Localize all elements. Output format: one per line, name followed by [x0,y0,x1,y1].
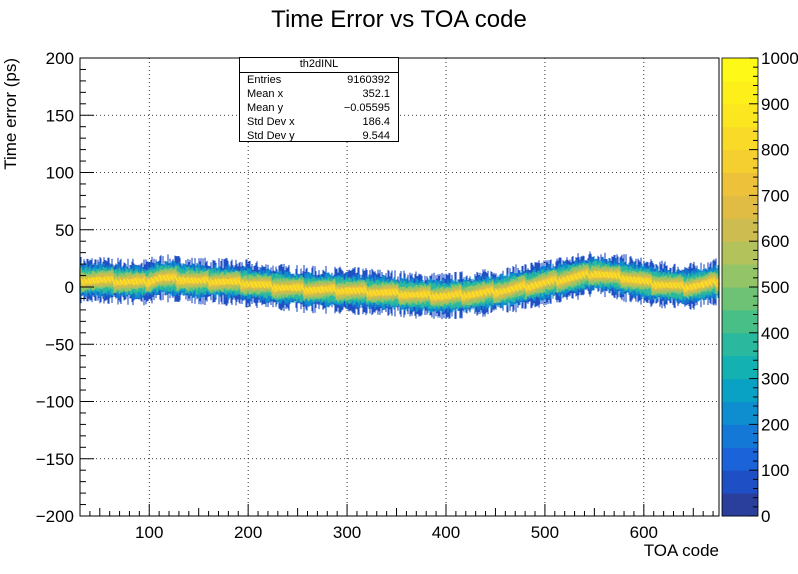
stats-value: −0.05595 [343,102,390,114]
color-scale-bin [722,287,758,311]
y-tick-label: 0 [65,278,74,297]
stats-box-name: th2dINL [240,58,398,73]
color-scale-bin [722,401,758,425]
z-tick-label: 400 [761,324,789,343]
z-tick-label: 700 [761,186,789,205]
stats-row-mean-y: Mean y −0.05595 [240,101,398,115]
x-tick-label: 100 [135,523,163,542]
color-scale-bin [722,493,758,517]
color-scale-bin [722,355,758,380]
y-tick-label: −200 [36,507,74,526]
z-tick-label: 200 [761,415,789,434]
y-tick-label: 200 [46,49,74,68]
stats-row-entries: Entries 9160392 [240,73,398,87]
stats-box: th2dINL Entries 9160392 Mean x 352.1 Mea… [239,57,399,142]
z-tick-label: 500 [761,278,789,297]
color-scale-bin [722,447,758,471]
color-scale-bin [722,424,758,448]
z-tick-label: 900 [761,95,789,114]
x-tick-label: 200 [234,523,262,542]
y-tick-label: −100 [36,393,74,412]
stats-value: 352.1 [362,88,390,100]
x-tick-label: 600 [630,523,658,542]
stats-label: Std Dev y [247,130,295,142]
y-tick-label: −50 [45,335,74,354]
color-scale-bin [722,309,758,334]
x-tick-label: 300 [333,523,361,542]
z-tick-label: 600 [761,232,789,251]
z-tick-label: 0 [761,507,770,526]
stats-label: Mean x [247,88,284,100]
color-scale-bin [722,80,758,105]
color-scale-bin [722,103,758,128]
color-scale-bin [722,264,758,288]
z-tick-label: 300 [761,370,789,389]
x-axis-label: TOA code [644,541,719,560]
y-tick-label: −150 [36,450,74,469]
color-scale-bin [722,378,758,402]
z-tick-label: 100 [761,461,789,480]
stats-label: Std Dev x [247,116,295,128]
y-tick-label: 150 [46,106,74,125]
heatmap-hot-strokes [79,270,721,300]
z-tick-label: 1000 [761,49,798,68]
stats-value: 186.4 [362,116,390,128]
chart-title: Time Error vs TOA code [271,6,527,33]
color-scale-bin [722,218,758,242]
stats-row-stddev-x: Std Dev x 186.4 [240,115,398,129]
color-scale-bin [722,172,758,196]
color-scale-bin [722,470,758,494]
y-tick-label: 50 [55,221,74,240]
color-scale-bin [722,126,758,151]
y-tick-label: 100 [46,164,74,183]
x-tick-label: 400 [432,523,460,542]
stats-label: Entries [247,74,282,86]
color-scale-bar: 0 100 200 300 400 500 600 700 800 900 1000 [721,49,798,526]
color-scale-bin [722,332,758,357]
z-tick-label: 800 [761,141,789,160]
color-scale-bin [722,241,758,265]
stats-value: 9.544 [362,130,390,142]
stats-row-stddev-y: Std Dev y 9.544 [240,129,398,143]
color-scale-bin [722,149,758,173]
x-tick-label: 500 [531,523,559,542]
color-scale-bin [722,58,758,82]
y-axis-label: Time error (ps) [1,58,20,170]
stats-label: Mean y [247,102,284,114]
stats-value: 9160392 [347,74,390,86]
color-scale-bin [722,195,758,219]
stats-row-mean-x: Mean x 352.1 [240,87,398,101]
